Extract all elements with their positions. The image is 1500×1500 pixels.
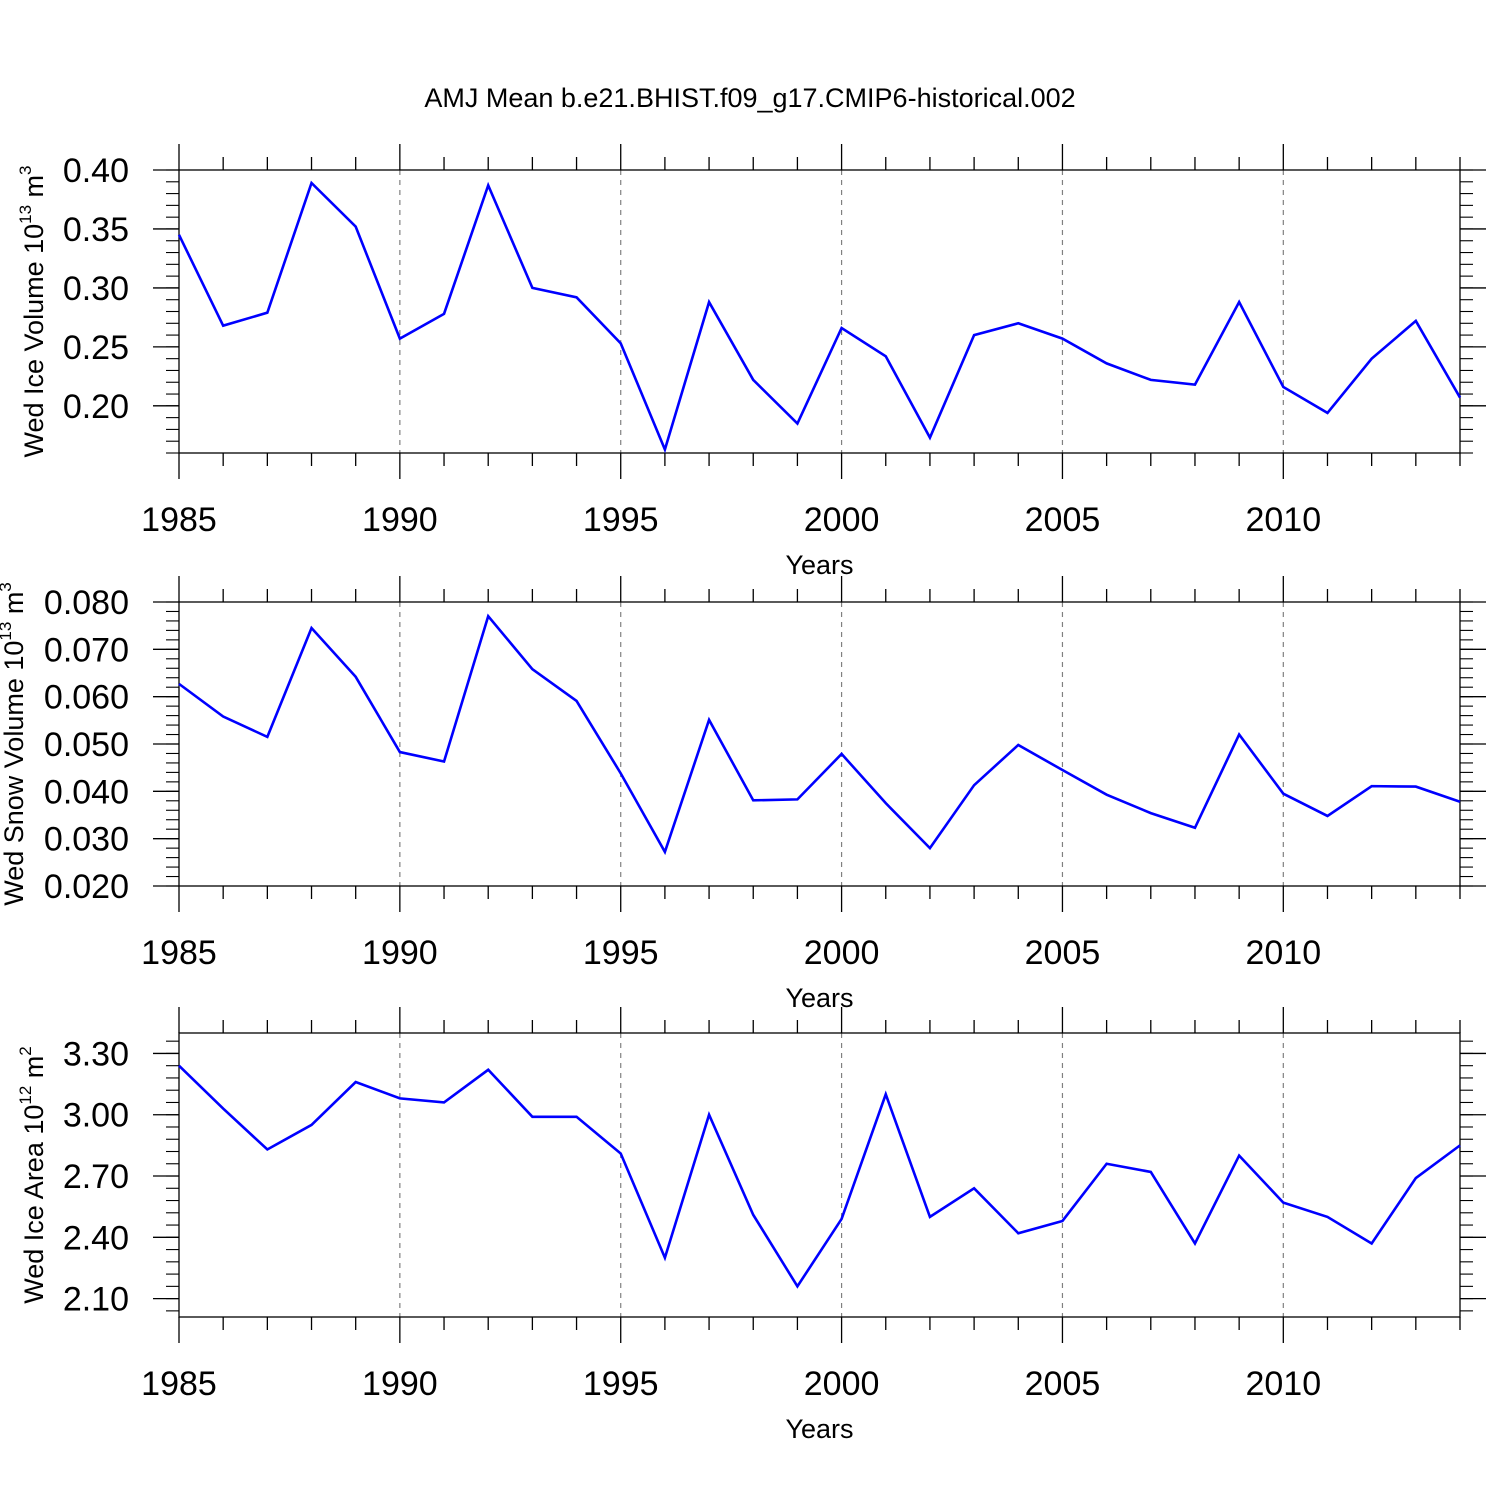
y-tick-label: 0.070	[44, 631, 129, 669]
x-tick-label: 2010	[1245, 934, 1321, 972]
y-axis-title-base: Wed Ice Area 10	[19, 1105, 49, 1304]
x-tick-label: 1990	[362, 934, 438, 972]
y-axis-title-unit: m	[19, 1056, 49, 1086]
y-tick-label: 0.030	[44, 821, 129, 859]
y-axis-title-exp: 13	[0, 622, 15, 641]
y-axis-title: Wed Ice Area 1012 m2	[16, 1046, 49, 1304]
y-tick-label: 0.25	[63, 329, 129, 367]
y-tick-label: 0.060	[44, 679, 129, 717]
y-tick-label: 0.040	[44, 773, 129, 811]
chart-title: AMJ Mean b.e21.BHIST.f09_g17.CMIP6-histo…	[424, 83, 1075, 113]
x-axis-title: Years	[785, 983, 853, 1013]
x-tick-label: 2010	[1245, 1365, 1321, 1403]
y-axis-title-unit-exp: 2	[16, 1046, 35, 1055]
series-line	[178, 1064, 1461, 1289]
series-line	[177, 180, 1462, 454]
y-axis-title-unit-exp: 3	[16, 165, 35, 174]
x-tick-label: 1995	[583, 1365, 659, 1403]
y-tick-label: 0.35	[63, 211, 129, 249]
x-tick-label: 1990	[362, 501, 438, 539]
y-axis-title-exp: 13	[16, 205, 35, 224]
x-tick-label: 1985	[141, 1365, 217, 1403]
x-tick-label: 1990	[362, 1365, 438, 1403]
y-axis-title-unit: m	[0, 592, 29, 622]
y-tick-label: 2.40	[63, 1219, 129, 1257]
panel-3: 1985 1990 1995 2000 2005 2010 Years 2.10 2.40 2.7…	[16, 1007, 1486, 1444]
y-tick-label: 0.050	[44, 726, 129, 764]
y-tick-label: 2.10	[63, 1281, 129, 1319]
x-tick-label: 2005	[1025, 501, 1101, 539]
x-tick-label: 2000	[804, 1365, 880, 1403]
y-tick-label: 0.020	[44, 868, 129, 906]
x-tick-label: 1995	[583, 934, 659, 972]
y-axis-title: Wed Snow Volume 1013 m3	[0, 582, 29, 906]
y-tick-label: 3.30	[63, 1035, 129, 1073]
y-axis-title-exp: 12	[16, 1086, 35, 1105]
x-axis-title: Years	[785, 550, 853, 580]
y-axis-title-base: Wed Ice Volume 10	[19, 224, 49, 458]
x-tick-label: 2005	[1025, 934, 1101, 972]
plot-frame	[178, 601, 1461, 887]
panel-2: 1985 1990 1995 2000 2005 2010 Years 0.020 0.030 0…	[0, 576, 1486, 1013]
x-tick-label: 2000	[804, 501, 880, 539]
series-line	[178, 613, 1461, 856]
y-axis-title-unit-exp: 3	[0, 582, 15, 591]
y-tick-label: 2.70	[63, 1158, 129, 1196]
x-tick-label: 2010	[1245, 501, 1321, 539]
y-axis-title-unit: m	[19, 175, 49, 205]
y-tick-label: 3.00	[63, 1097, 129, 1135]
x-tick-label: 2005	[1025, 1365, 1101, 1403]
plot-frame	[178, 1032, 1461, 1318]
x-tick-label: 1985	[141, 934, 217, 972]
y-tick-label: 0.30	[63, 270, 129, 308]
x-tick-label: 1985	[141, 501, 217, 539]
panel-1: 1985 1990 1995 2000 2005 2010 Years 0.20 0.25 0.3…	[16, 144, 1486, 580]
plot-frame	[178, 169, 1461, 454]
x-tick-label: 1995	[583, 501, 659, 539]
y-axis-title: Wed Ice Volume 1013 m3	[16, 165, 49, 457]
y-tick-label: 0.080	[44, 584, 129, 622]
y-tick-label: 0.40	[63, 152, 129, 190]
x-axis-title: Years	[785, 1414, 853, 1444]
y-tick-label: 0.20	[63, 388, 129, 426]
x-tick-label: 2000	[804, 934, 880, 972]
y-axis-title-base: Wed Snow Volume 10	[0, 641, 29, 906]
